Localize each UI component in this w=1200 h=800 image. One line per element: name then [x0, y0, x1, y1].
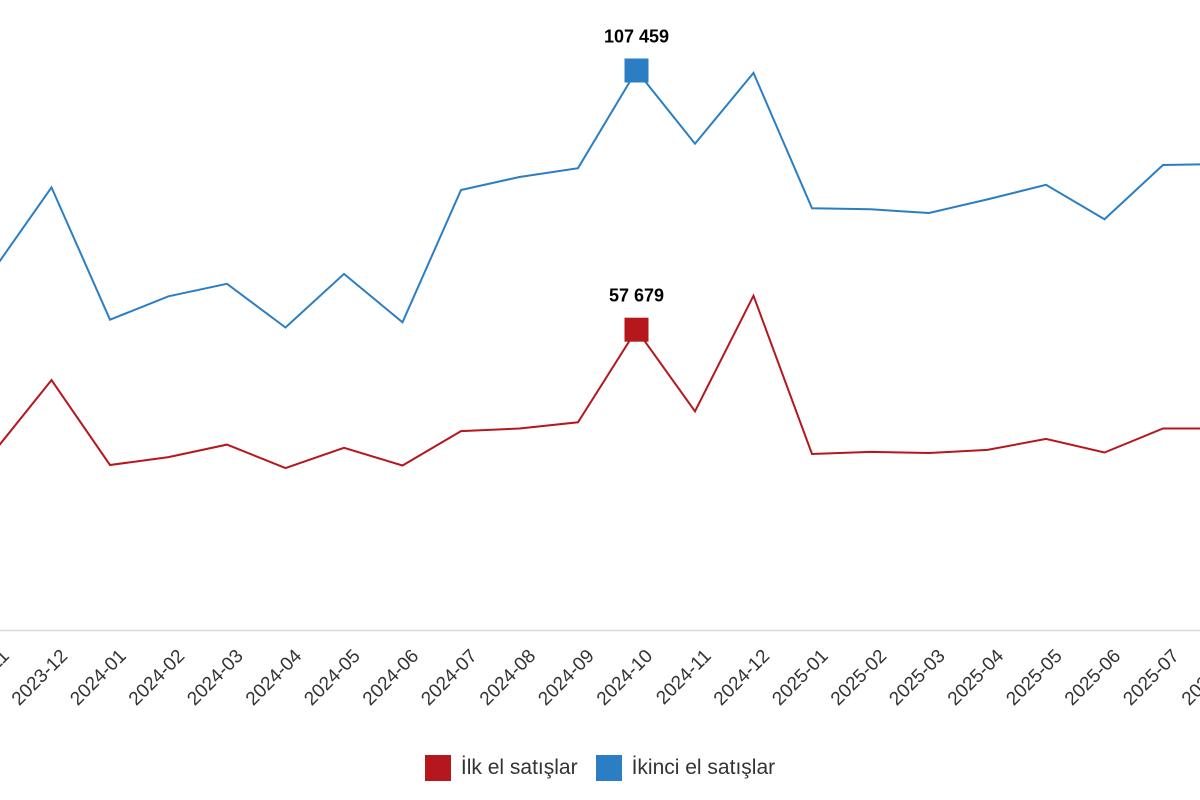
x-tick-label: 2024-03: [183, 646, 247, 710]
x-tick-label: 2024-08: [476, 646, 540, 710]
x-tick-label: 2024-11: [652, 646, 715, 709]
x-tick-label: 2024-07: [417, 646, 481, 710]
x-tick-label: 2025-04: [944, 645, 1008, 709]
data-label-ikinci-el: 107 459: [604, 27, 669, 47]
legend-item-ikinci-el[interactable]: İkinci el satışlar: [595, 755, 776, 781]
x-tick-label: 2024-10: [593, 646, 657, 710]
legend-swatch-ilk-el: [424, 755, 451, 781]
x-tick-label: 2024-05: [300, 646, 364, 710]
x-tick-label: 2024-01: [66, 646, 130, 710]
series-line-ikinci-el: [0, 68, 1200, 329]
x-tick-label: 2025-08: [1178, 646, 1200, 710]
x-tick-label: 2025-07: [1119, 646, 1183, 710]
x-tick-label: 2025-05: [1002, 646, 1066, 710]
x-tick-label: 2025-01: [768, 646, 832, 710]
x-tick-label: 2024-04: [242, 645, 306, 709]
legend-label-ikinci-el: İkinci el satışlar: [631, 756, 776, 779]
highlight-markers: [624, 58, 649, 342]
x-tick-label: 2024-09: [534, 646, 598, 710]
highlight-marker-ilk-el[interactable]: [624, 317, 649, 342]
x-tick-label: 2024-02: [125, 646, 189, 710]
x-axis-tick-labels: 2023-112023-122024-012024-022024-032024-…: [0, 645, 1200, 709]
x-tick-label: 2025-06: [1061, 646, 1125, 710]
legend-label-ilk-el: İlk el satışlar: [460, 756, 578, 779]
legend: İlk el satışlar İkinci el satışlar: [0, 752, 1200, 784]
x-tick-label: 2023-12: [8, 646, 72, 710]
series-lines: [0, 68, 1200, 470]
x-tick-label: 2024-06: [359, 646, 423, 710]
highlight-marker-ikinci-el[interactable]: [624, 58, 649, 83]
legend-swatch-ikinci-el: [595, 755, 622, 781]
x-tick-label: 2024-12: [710, 646, 774, 710]
series-line-ilk-el: [0, 293, 1200, 470]
legend-item-ilk-el[interactable]: İlk el satışlar: [424, 755, 578, 781]
x-tick-label: 2025-02: [827, 646, 891, 710]
x-tick-label: 2025-03: [885, 646, 949, 710]
data-labels: 57 679 107 459: [604, 27, 669, 306]
data-label-ilk-el: 57 679: [609, 286, 664, 306]
